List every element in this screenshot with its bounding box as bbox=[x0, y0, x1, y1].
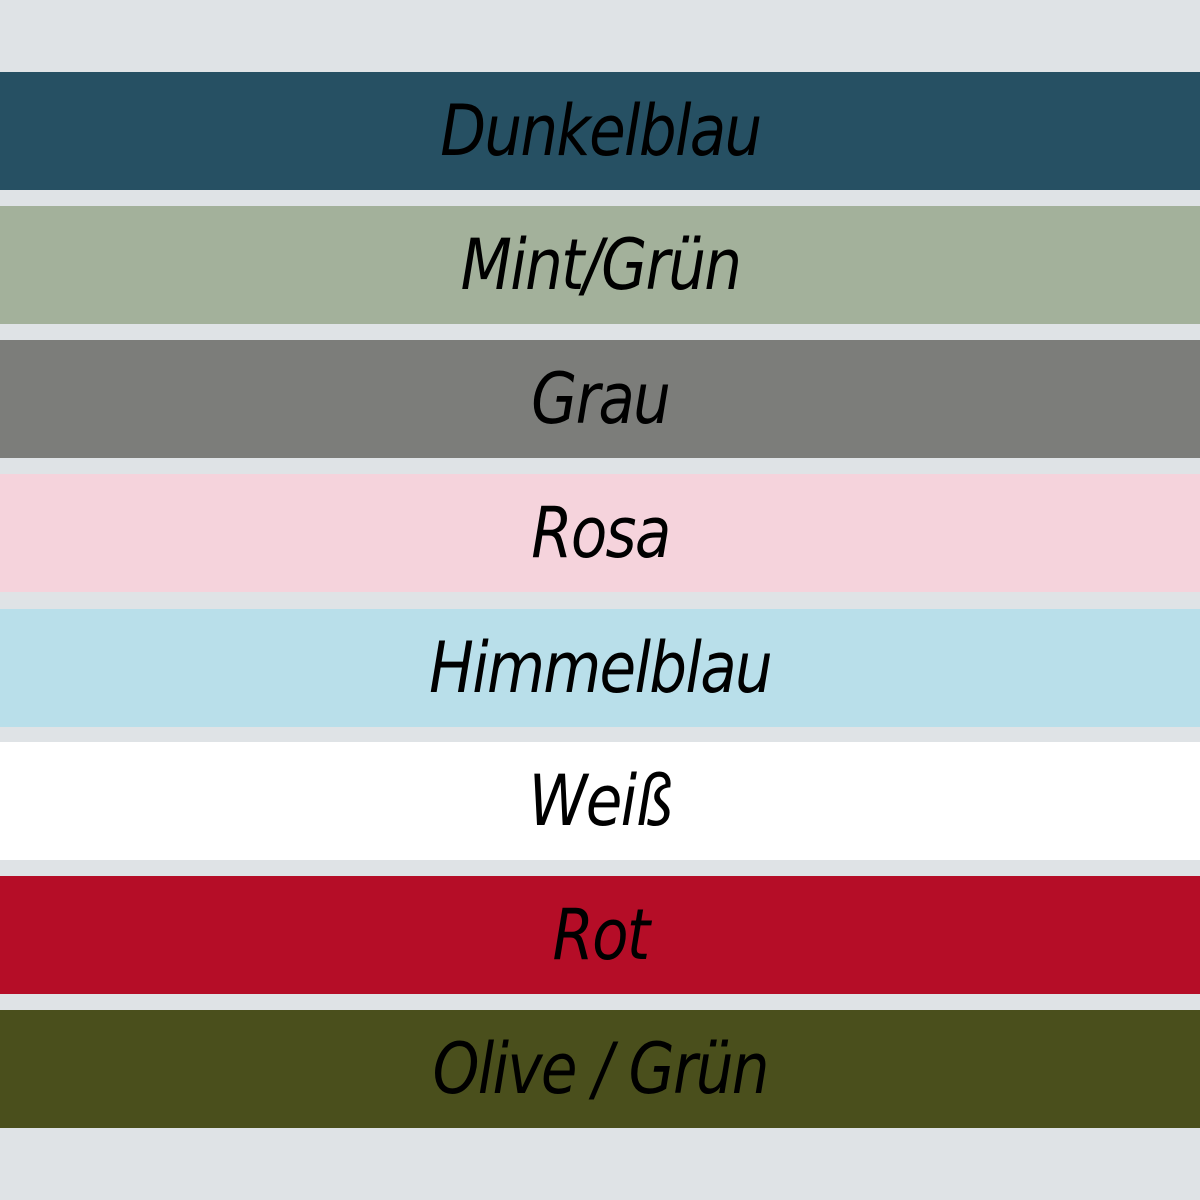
swatch-olive-gruen: Olive / Grün bbox=[0, 1010, 1200, 1128]
swatch-label: Weiß bbox=[528, 760, 673, 842]
swatch-rot: Rot bbox=[0, 876, 1200, 994]
swatch-mint-gruen: Mint/Grün bbox=[0, 206, 1200, 324]
swatch-label: Rot bbox=[552, 894, 650, 976]
swatch-label: Rosa bbox=[530, 492, 671, 574]
swatch-himmelblau: Himmelblau bbox=[0, 609, 1200, 727]
swatch-weiss: Weiß bbox=[0, 742, 1200, 860]
swatch-label: Olive / Grün bbox=[432, 1028, 769, 1110]
swatch-dunkelblau: Dunkelblau bbox=[0, 72, 1200, 190]
swatch-label: Grau bbox=[531, 358, 671, 440]
swatch-rosa: Rosa bbox=[0, 474, 1200, 592]
swatch-label: Dunkelblau bbox=[439, 90, 762, 172]
swatch-grau: Grau bbox=[0, 340, 1200, 458]
swatch-label: Mint/Grün bbox=[460, 224, 741, 306]
swatch-label: Himmelblau bbox=[429, 627, 773, 709]
